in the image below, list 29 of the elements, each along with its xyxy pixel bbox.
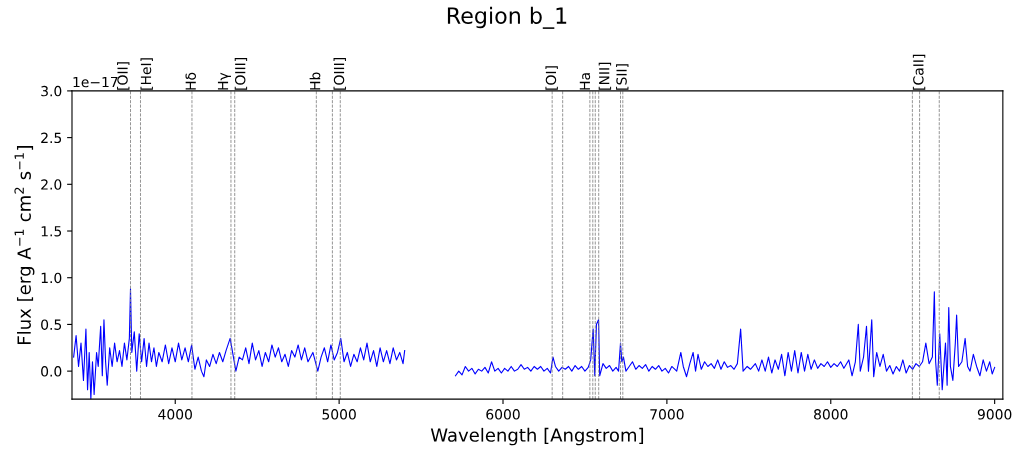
x-tick-label: 4000 [158, 409, 192, 420]
y-axis-title: Flux [erg A$^{−1}$ cm$^{2}$ s$^{−1}$] [14, 146, 35, 344]
ref-line-label: [OII] [117, 62, 130, 90]
ref-line-label: [CaII] [912, 54, 926, 90]
ref-line-label: Ha [579, 73, 591, 90]
text: 1e−17 [73, 76, 118, 88]
y-tick-label: 0.0 [41, 366, 62, 377]
y-tick-label: 1.5 [41, 226, 62, 237]
y-tick-label: 2.5 [41, 132, 62, 144]
chart-title: Region b_1 [447, 6, 567, 29]
ref-line-label: Hb [309, 72, 321, 90]
ref-line-label: Hγ [217, 72, 231, 90]
ref-line-label: [HeI] [140, 58, 153, 90]
x-tick-label: 9000 [977, 409, 1012, 420]
ref-line-label: [OIII] [234, 58, 248, 90]
y-tick-label: 1.0 [41, 272, 62, 284]
x-tick-label: 7000 [650, 409, 684, 420]
ref-line-label: Hδ [185, 72, 196, 90]
y-tick-label: 2.0 [41, 179, 62, 190]
y-tick-label: 0.5 [41, 319, 62, 330]
x-tick-label: 5000 [322, 409, 356, 420]
y-tick-label: 3.0 [41, 85, 62, 97]
ref-line-label: [NII] [598, 62, 612, 90]
ref-line-label: [SII] [616, 64, 629, 90]
ref-line-label: [OIII] [333, 58, 346, 90]
ref-line-label: [OI] [545, 66, 558, 90]
x-tick-label: 8000 [814, 409, 848, 420]
x-axis-title: Wavelength [Angstrom] [430, 427, 644, 446]
x-tick-label: 6000 [486, 409, 520, 420]
